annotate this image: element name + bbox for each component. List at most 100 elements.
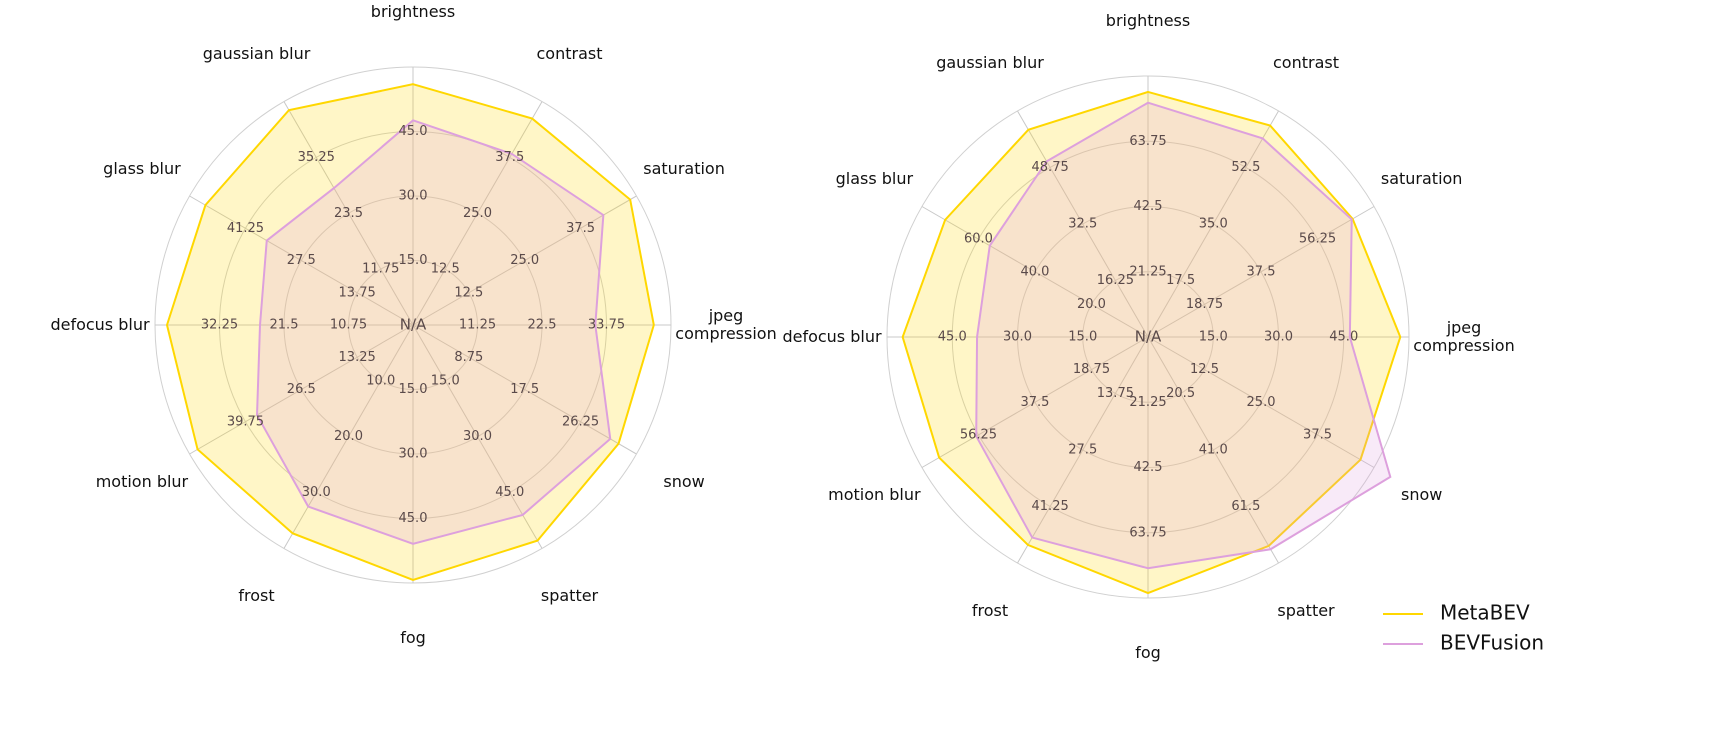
legend-label: BEVFusion [1440, 631, 1544, 655]
tick-label: 33.75 [588, 318, 625, 333]
axis-label: snow [663, 471, 705, 491]
tick-label: 17.5 [510, 382, 539, 397]
tick-label: 30.0 [399, 447, 428, 462]
tick-label: 41.0 [1199, 443, 1228, 458]
axis-label: contrast [1273, 53, 1339, 73]
center-label: N/A [400, 316, 427, 334]
axis-label: gaussian blur [202, 43, 311, 63]
tick-label: 17.5 [1166, 273, 1195, 288]
axis-label: snow [1400, 485, 1443, 504]
tick-label: 13.25 [339, 350, 376, 365]
axis-label: saturation [643, 158, 725, 178]
tick-label: 35.0 [1199, 216, 1228, 231]
tick-label: 45.0 [495, 485, 524, 500]
tick-label: 20.5 [1166, 386, 1195, 401]
spoke [412, 324, 543, 549]
axis-label: frost [971, 600, 1009, 620]
axis-label: spatter [1277, 600, 1335, 620]
tick-label: 52.5 [1231, 160, 1260, 175]
spoke [412, 195, 637, 326]
axis-label: fog [1135, 643, 1161, 662]
axis-label: frost [238, 586, 275, 606]
tick-label: 30.0 [1264, 330, 1293, 345]
tick-label: 25.0 [510, 253, 539, 268]
tick-label: 20.0 [1077, 297, 1106, 312]
axis-label: gaussian blur [936, 53, 1044, 73]
tick-label: 37.5 [495, 150, 524, 165]
tick-label: 45.0 [399, 511, 428, 526]
axis-label: jpeg compression [675, 306, 777, 343]
axis-label: motion blur [95, 471, 189, 491]
tick-label: 21.25 [1129, 264, 1166, 279]
spoke [412, 324, 637, 455]
center-label: N/A [1135, 328, 1162, 346]
spoke [921, 206, 1149, 338]
tick-label: 21.5 [270, 318, 299, 333]
tick-label: 18.75 [1186, 297, 1223, 312]
axis-label: spatter [540, 586, 599, 606]
tick-label: 8.75 [454, 350, 483, 365]
tick-label: 26.5 [287, 382, 316, 397]
series-area [975, 101, 1392, 570]
axis-label: motion blur [828, 485, 921, 504]
tick-label: 26.25 [562, 414, 599, 429]
tick-label: 25.0 [463, 206, 492, 221]
tick-label: 63.75 [1129, 134, 1166, 149]
series-area [165, 83, 655, 582]
axis-label: saturation [1380, 169, 1463, 188]
tick-label: 27.5 [1068, 443, 1097, 458]
tick-label: 22.5 [528, 318, 557, 333]
tick-label: 10.0 [366, 373, 395, 388]
tick-label: 27.5 [287, 253, 316, 268]
tick-label: 45.0 [1329, 330, 1358, 345]
tick-label: 16.25 [1097, 273, 1134, 288]
tick-label: 15.0 [399, 382, 428, 397]
tick-label: 15.0 [1068, 330, 1097, 345]
spoke [1147, 206, 1375, 338]
axis-label: glass blur [835, 169, 914, 188]
tick-label: 37.5 [1021, 395, 1050, 410]
tick-label: 21.25 [1129, 395, 1166, 410]
tick-label: 15.0 [431, 373, 460, 388]
tick-label: 30.0 [463, 429, 492, 444]
tick-label: 56.25 [960, 427, 997, 442]
tick-label: 11.25 [459, 318, 496, 333]
tick-label: 18.75 [1073, 362, 1110, 377]
tick-label: 37.5 [566, 221, 595, 236]
tick-label: 12.5 [431, 262, 460, 277]
tick-label: 20.0 [334, 429, 363, 444]
axis-label: brightness [1105, 11, 1191, 30]
spoke [189, 324, 414, 455]
tick-label: 13.75 [1097, 386, 1134, 401]
tick-label: 10.75 [330, 318, 367, 333]
tick-label: 15.0 [1199, 330, 1228, 345]
tick-label: 13.75 [339, 285, 376, 300]
axis-label: defocus blur [50, 315, 150, 334]
tick-label: 41.25 [227, 221, 264, 236]
tick-label: 35.25 [298, 150, 335, 165]
tick-label: 45.0 [399, 124, 428, 139]
tick-label: 40.0 [1021, 264, 1050, 279]
tick-label: 45.0 [938, 330, 967, 345]
tick-label: 32.5 [1068, 216, 1097, 231]
spoke [1017, 336, 1149, 564]
spoke [1017, 110, 1149, 338]
tick-label: 61.5 [1231, 499, 1260, 514]
tick-label: 37.5 [1303, 427, 1332, 442]
spoke [283, 324, 414, 549]
axis-label: defocus blur [782, 327, 882, 346]
axis-label: fog [400, 628, 426, 647]
legend-label: MetaBEV [1440, 601, 1530, 625]
tick-label: 30.0 [1003, 330, 1032, 345]
axis-label: brightness [370, 2, 456, 21]
tick-label: 30.0 [302, 485, 331, 500]
tick-label: 25.0 [1247, 395, 1276, 410]
tick-label: 60.0 [964, 232, 993, 247]
tick-label: 48.75 [1032, 160, 1069, 175]
axis-label: jpeg compression [1413, 318, 1515, 355]
axis-label: glass blur [103, 158, 181, 178]
tick-label: 37.5 [1247, 264, 1276, 279]
tick-label: 42.5 [1134, 199, 1163, 214]
spoke [1147, 336, 1279, 564]
